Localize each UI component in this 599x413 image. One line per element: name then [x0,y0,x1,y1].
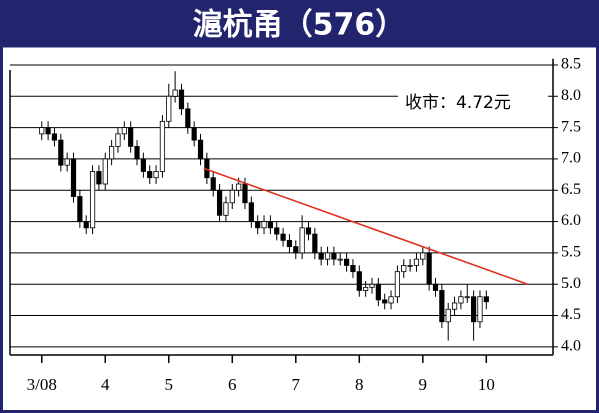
candle-body [153,171,159,179]
x-tick-label: 3/08 [27,375,57,394]
candle-body [248,202,254,222]
candle-body [185,108,191,129]
candle-body [483,296,489,303]
candle-body [229,189,235,204]
candle-body [293,246,299,254]
candle-body [331,252,337,260]
candle-body [64,158,70,166]
x-tick-label: 8 [355,375,364,394]
candle-body [89,171,96,229]
candle-body [45,127,51,135]
candle-body [451,302,458,310]
candle-body [77,196,83,222]
annotation: 收市：4.72元 [405,93,511,113]
candle-body [426,252,432,285]
y-tick-label: 4.5 [561,306,581,323]
candle-body [197,139,204,160]
candle-body [337,258,343,261]
candle-body [305,227,312,235]
y-tick-label: 4.0 [561,338,581,355]
annotation-bg [398,92,548,114]
candle-body [318,252,324,260]
x-tick-label: 10 [478,375,495,394]
candle-body [356,271,362,291]
candle-body [324,252,331,260]
candle-body [178,89,185,110]
title-banner [1,1,598,48]
candle-body [58,139,64,166]
candle-body [401,265,407,273]
candle-body [191,127,197,141]
y-tick-label: 8.5 [561,56,581,73]
y-tick-label: 7.5 [561,118,581,135]
candle-body [477,296,483,323]
candle-body [382,299,388,304]
candle-body [280,233,286,241]
x-tick-label: 6 [228,375,237,394]
y-tick-label: 5.5 [561,244,581,261]
candle-body [363,286,369,291]
candle-body [369,283,375,288]
candle-body [242,183,248,204]
candle-body [255,221,261,229]
candle-body [267,221,273,229]
candle-body [299,227,305,254]
candle-body [147,171,153,179]
candle-body [210,177,216,191]
candle-body [166,95,172,122]
candle-body [236,183,242,191]
candle-body [445,308,451,323]
candle-body [102,158,108,185]
candle-body [471,296,477,323]
x-tick-label: 4 [101,375,110,394]
candle-body [128,127,134,147]
candle-body [216,189,223,216]
chart-title: 滬杭甬（576） [193,8,406,43]
y-tick-label: 6.0 [561,212,581,229]
candle-body [83,221,89,229]
candle-body [96,171,102,185]
x-tick-label: 9 [419,375,428,394]
y-tick-label: 8.0 [561,87,581,104]
candle-body [464,296,470,299]
y-tick-label: 5.0 [561,275,581,292]
candle-body [134,145,140,160]
candle-body [394,271,401,298]
candle-body [439,290,445,323]
candle-body [420,252,426,260]
candle-body [286,239,293,248]
candle-body [312,233,318,254]
candle-body [388,296,394,304]
x-tick-label: 7 [292,375,301,394]
candle-body [140,158,146,172]
candle-body [343,258,350,266]
candle-body [407,265,413,267]
candle-body [458,296,464,304]
candle-body [109,145,115,160]
candle-body [115,133,121,147]
candle-body [350,265,356,273]
y-tick-label: 6.5 [561,181,581,198]
y-tick-label: 7.0 [561,150,581,167]
candle-body [223,202,229,216]
x-tick-label: 5 [165,375,174,394]
trend-line [203,167,528,285]
candle-body [159,120,166,172]
candle-body [39,127,45,135]
candle-body [432,283,439,291]
candle-body [172,89,178,97]
candle-body [70,158,77,197]
candle-body [274,227,280,235]
candle-body [413,258,420,266]
candle-body [375,283,381,301]
candle-body [121,127,127,135]
candle-body [51,133,58,141]
candle-body [261,221,267,229]
